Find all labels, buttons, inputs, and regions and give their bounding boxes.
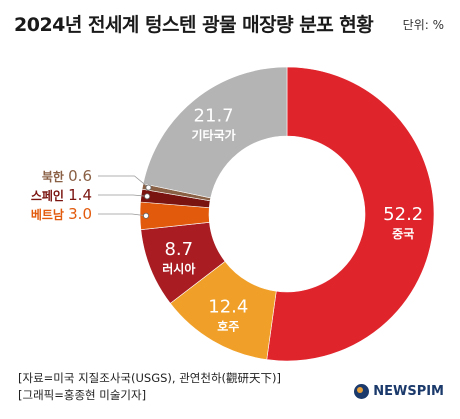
leader-dot bbox=[145, 184, 152, 191]
donut-slice-0 bbox=[266, 66, 435, 362]
slice-category-label: 호주 bbox=[217, 320, 239, 334]
brand-name: NEWSPIM bbox=[373, 384, 444, 399]
slice-category-label: 러시아 bbox=[162, 261, 195, 276]
donut-slice-6 bbox=[142, 66, 288, 199]
leader-line bbox=[98, 213, 147, 217]
outside-slice-label: 베트남 3.0 bbox=[31, 205, 92, 223]
slice-value-label: 21.7 bbox=[194, 106, 234, 127]
leader-dot bbox=[143, 212, 150, 219]
unit-label: 단위: % bbox=[402, 18, 444, 32]
slice-value-label: 12.4 bbox=[208, 297, 248, 318]
graphic-credit: [그래픽=홍종현 미술기자] bbox=[18, 388, 147, 402]
source-note: [자료=미국 지질조사국(USGS), 관연천하(觀研天下)] bbox=[18, 371, 281, 385]
slice-category-label: 중국 bbox=[392, 227, 414, 241]
leader-line bbox=[98, 175, 149, 188]
slice-value-label: 8.7 bbox=[164, 239, 193, 260]
outside-slice-label: 스페인 1.4 bbox=[31, 186, 92, 204]
chart-title: 2024년 전세계 텅스텐 광물 매장량 분포 현황 bbox=[14, 14, 374, 36]
newspim-logo: NEWSPIM bbox=[354, 384, 444, 399]
outside-slice-label: 북한 0.6 bbox=[42, 167, 92, 185]
leader-dot bbox=[144, 193, 151, 200]
leader-line bbox=[98, 194, 148, 197]
slice-category-label: 기타국가 bbox=[192, 128, 236, 143]
newspim-logo-icon bbox=[354, 384, 370, 399]
slice-value-label: 52.2 bbox=[383, 204, 423, 225]
